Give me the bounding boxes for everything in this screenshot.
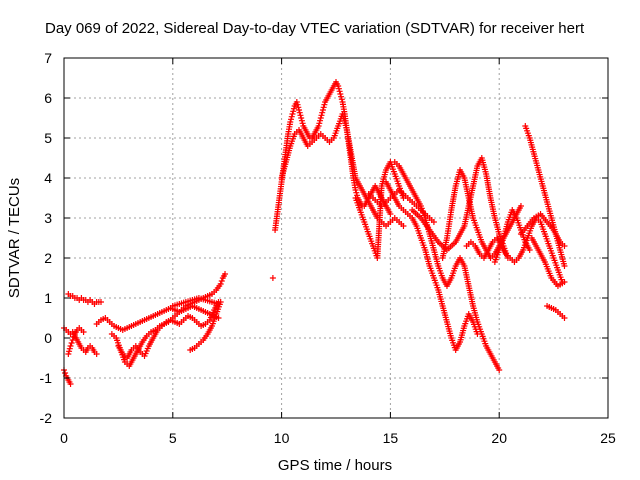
data-point (526, 247, 533, 253)
data-point (269, 275, 276, 281)
data-point-trail (316, 120, 323, 127)
y-tick-label: 2 (44, 250, 52, 266)
data-point (337, 91, 344, 97)
data-point-trail (288, 116, 295, 123)
data-point (517, 203, 524, 209)
data-point (222, 271, 229, 277)
data-point (561, 279, 568, 285)
data-point-trail (70, 334, 77, 340)
data-point-trail (338, 96, 345, 103)
data-point-trail (66, 348, 73, 355)
data-point (215, 301, 222, 307)
data-point-trail (288, 113, 295, 120)
data-point (93, 351, 100, 357)
data-point-trail (68, 340, 75, 346)
y-tick-label: -1 (40, 370, 53, 386)
data-point (319, 107, 326, 113)
data-point-trail (298, 117, 305, 124)
data-point-trail (317, 117, 324, 124)
data-point-trail (320, 104, 327, 111)
data-point (561, 243, 568, 249)
data-point (65, 351, 72, 357)
data-point (293, 99, 300, 105)
data-point (561, 315, 568, 321)
plot-frame (63, 57, 609, 419)
chart-title: Day 069 of 2022, Sidereal Day-to-day VTE… (45, 20, 585, 37)
data-point (335, 83, 342, 89)
data-point (387, 211, 394, 217)
x-tick-label: 5 (169, 430, 177, 446)
y-tick-label: 7 (44, 50, 52, 66)
data-point-trail (335, 85, 342, 92)
data-point (474, 331, 481, 337)
data-point (67, 343, 74, 349)
data-point-trail (295, 104, 302, 111)
x-tick-label: 15 (383, 430, 399, 446)
x-tick-label: 10 (274, 430, 290, 446)
data-point-trail (294, 101, 301, 108)
data-point (315, 123, 322, 129)
x-tick-label: 20 (491, 430, 507, 446)
data-point (352, 187, 359, 193)
data-point (296, 107, 303, 113)
data-point (317, 115, 324, 121)
data-point-trail (353, 189, 360, 196)
data-point (289, 111, 296, 117)
data-point-trail (218, 278, 225, 284)
y-tick-label: -2 (40, 410, 53, 426)
y-tick-label: 1 (44, 290, 52, 306)
y-tick-label: 0 (44, 330, 52, 346)
data-point-trail (319, 109, 326, 116)
data-point (430, 219, 437, 225)
data-point (80, 329, 87, 335)
y-tick-label: 3 (44, 210, 52, 226)
y-tick-label: 4 (44, 170, 52, 186)
data-point (97, 299, 104, 305)
data-point (298, 115, 305, 121)
data-point-trail (297, 112, 304, 119)
y-tick-label: 6 (44, 90, 52, 106)
data-point (67, 381, 74, 387)
data-point (217, 281, 224, 287)
data-point-trail (336, 88, 343, 95)
x-axis-label: GPS time / hours (278, 457, 392, 474)
data-point-trail (338, 93, 345, 100)
data-point (215, 315, 222, 321)
data-point (496, 367, 503, 373)
data-point-trail (318, 112, 325, 119)
data-point (69, 337, 76, 343)
data-point-trail (62, 370, 69, 376)
y-axis-label: SDTVAR / TECUs (6, 178, 23, 298)
data-point-trail (290, 108, 297, 115)
x-tick-label: 25 (600, 430, 616, 446)
data-point (400, 223, 407, 229)
data-point-trail (66, 345, 73, 352)
data-point (561, 263, 568, 269)
data-point-trail (299, 120, 306, 127)
data-point-trail (296, 109, 303, 116)
data-point-trail (321, 101, 328, 108)
data-point-trail (290, 105, 297, 112)
x-tick-label: 0 (60, 430, 68, 446)
y-tick-label: 5 (44, 130, 52, 146)
data-point (287, 119, 294, 125)
